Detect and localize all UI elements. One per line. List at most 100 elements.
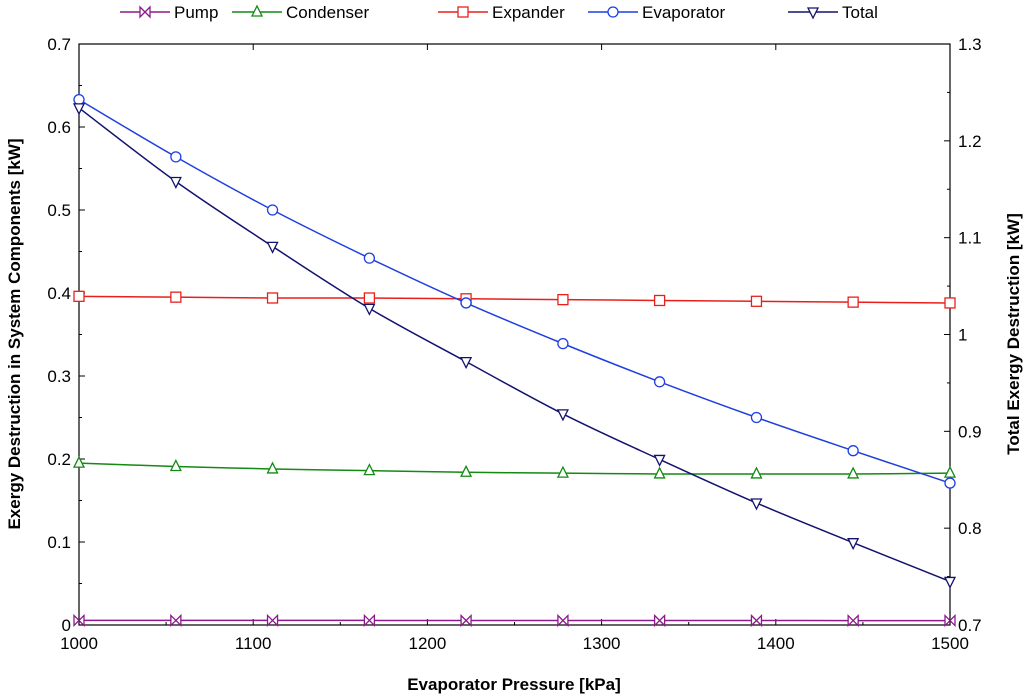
y-tick-label: 0.3 [47,367,71,386]
y2-tick-label: 1.3 [958,35,982,54]
legend-item-total: Total [788,3,878,22]
legend-swatch-marker [457,6,469,18]
y-axis-label: Exergy Destruction in System Components … [5,138,24,529]
legend-swatch-marker [250,4,264,17]
series-line-evaporator [78,98,951,484]
data-point-expander [73,290,85,302]
legend-swatch-marker [806,7,820,20]
y-tick-label: 0.1 [47,533,71,552]
data-point-expander [363,292,376,304]
data-point-evaporator [460,297,472,309]
x-tick-label: 1500 [931,634,969,653]
data-point-expander [653,294,666,307]
data-point-total [266,241,279,254]
legend-label-condenser: Condenser [286,3,370,22]
y2-tick-label: 1.1 [958,229,982,248]
data-point-pump [266,613,279,628]
legend-label-total: Total [842,3,878,22]
y2-tick-label: 0.9 [958,422,982,441]
y2-axis-label: Total Exergy Destruction [kW] [1004,213,1023,455]
data-point-condenser [847,466,860,479]
data-point-pump [170,613,182,628]
data-point-expander [557,293,569,306]
data-point-total [169,176,182,189]
data-point-pump [653,613,666,628]
series-evaporator [73,93,956,489]
data-point-expander [847,296,859,308]
y2-tick-label: 1.2 [958,132,982,151]
data-point-condenser [750,466,763,479]
legend-swatch-marker [139,5,151,19]
data-point-evaporator [73,93,85,106]
data-point-expander [750,295,763,307]
data-point-condenser [169,459,182,472]
series-pump [73,613,956,628]
series-expander [73,290,956,309]
data-point-evaporator [653,376,666,388]
data-point-condenser [460,464,473,477]
data-point-evaporator [266,204,279,216]
data-point-condenser [653,466,666,479]
y-tick-label: 0.2 [47,450,71,469]
ticks-layer: 1000 1100 1200 1300 1400 1500 0 0.1 0.2 0.3 0.4 0.5… [47,35,981,653]
data-point-condenser [556,465,569,478]
data-point-total [847,538,860,551]
y-tick-label: 0.5 [47,201,71,220]
y-tick-label: 0 [62,616,71,635]
legend-item-evaporator: Evaporator [588,3,725,22]
series-total [72,103,957,589]
data-point-evaporator [557,337,569,350]
data-point-total [460,356,473,370]
y-tick-label: 0.6 [47,118,71,137]
data-point-evaporator [944,477,956,489]
data-point-condenser [72,455,86,468]
x-tick-label: 1300 [583,634,621,653]
series-line-total [78,107,951,583]
legend: Pump Condenser Expander Evaporator Total [120,3,878,22]
data-point-total [363,303,376,316]
data-point-pump [750,613,763,628]
series-line-condenser [78,462,951,475]
y-tick-label: 0.4 [47,284,71,303]
y2-tick-label: 0.7 [958,616,982,635]
data-point-pump [847,614,859,628]
legend-item-pump: Pump [120,3,218,22]
data-point-condenser [266,461,279,474]
data-point-pump [73,613,85,628]
data-point-pump [944,614,956,628]
y2-tick-label: 1 [958,326,967,345]
x-tick-label: 1100 [235,634,272,653]
data-point-total [943,576,957,589]
data-point-condenser [943,465,957,478]
series-condenser [72,455,957,479]
legend-swatch-marker [607,6,619,18]
data-point-condenser [363,463,376,476]
data-point-evaporator [750,411,763,424]
legend-item-condenser: Condenser [232,3,370,22]
data-point-total [72,103,86,116]
data-point-expander [266,292,279,304]
legend-label-pump: Pump [174,3,218,22]
data-point-evaporator [170,151,182,163]
data-point-expander [944,297,956,309]
x-tick-label: 1200 [408,634,446,653]
data-point-total [653,454,666,467]
series-line-expander [78,295,951,304]
x-axis-label: Evaporator Pressure [kPa] [407,675,621,694]
legend-label-evaporator: Evaporator [642,3,725,22]
data-point-expander [170,291,182,303]
data-point-total [750,498,763,511]
data-point-evaporator [363,252,376,264]
data-point-evaporator [847,445,859,457]
x-tick-label: 1000 [60,634,98,653]
legend-label-expander: Expander [492,3,565,22]
y2-tick-label: 0.8 [958,519,982,538]
data-point-pump [557,613,569,628]
x-tick-label: 1400 [757,634,795,653]
plot-frame [78,43,951,626]
y-tick-label: 0.7 [47,35,71,54]
legend-item-expander: Expander [438,3,565,22]
data-point-total [556,409,569,422]
data-point-pump [460,613,472,628]
